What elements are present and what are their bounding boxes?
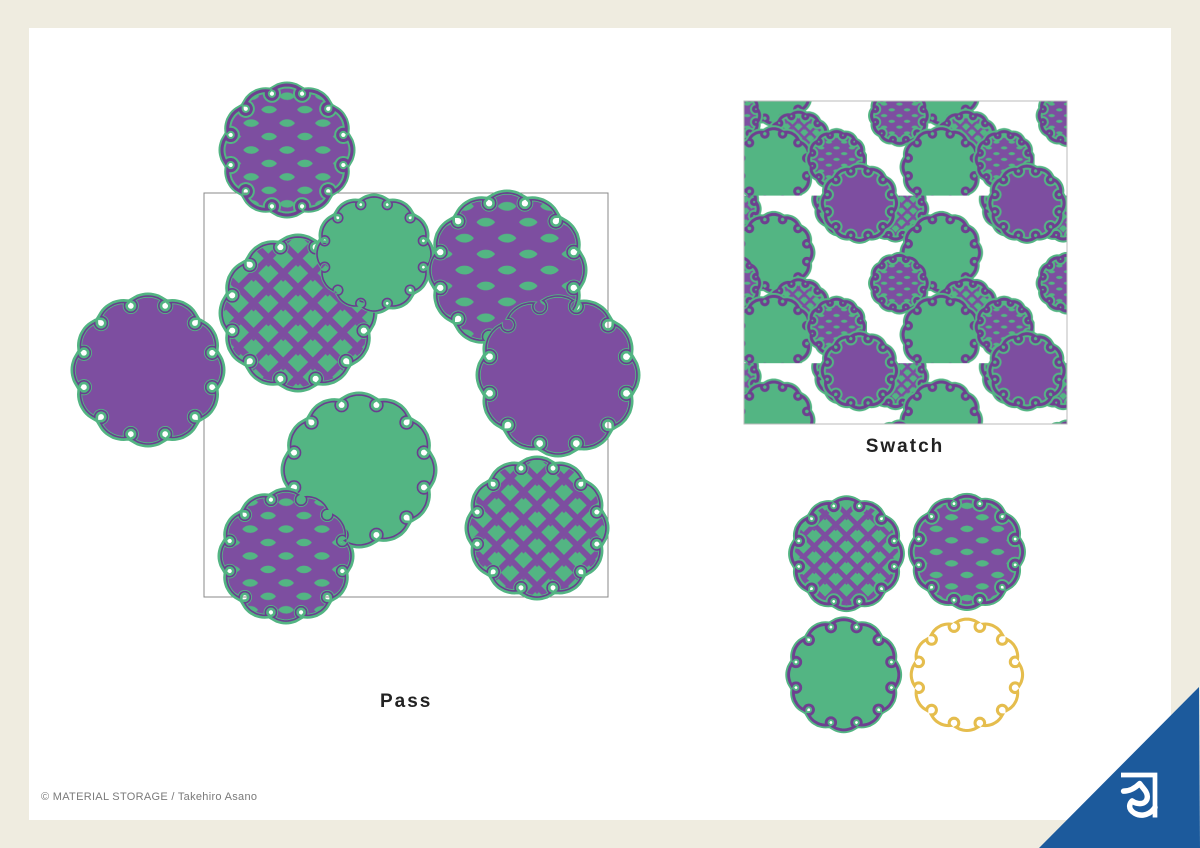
svg-text:© MATERIAL STORAGE / Takehiro: © MATERIAL STORAGE / Takehiro Asano — [41, 791, 257, 803]
svg-text:Swatch: Swatch — [866, 436, 945, 457]
svg-text:Pass: Pass — [380, 691, 432, 712]
